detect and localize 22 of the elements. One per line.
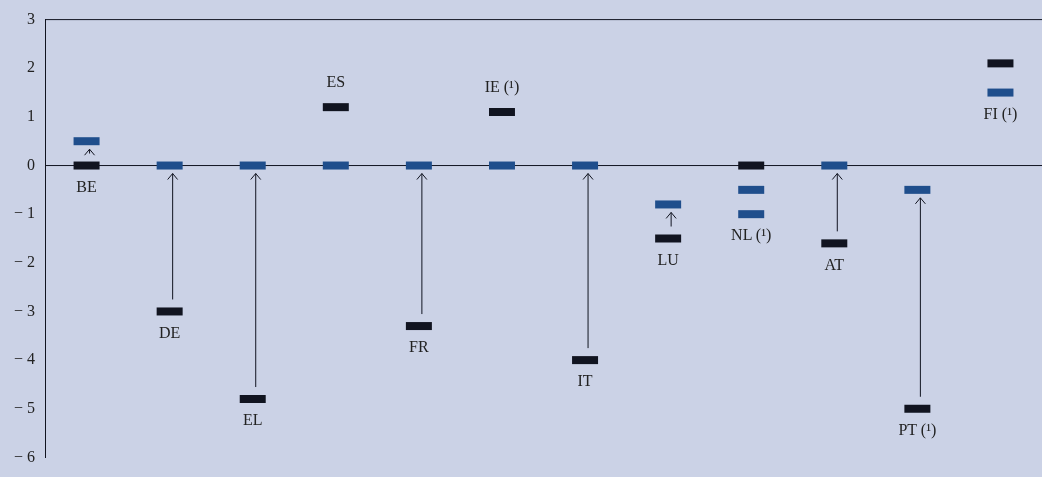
y-tick-label: 1 <box>27 107 36 125</box>
y-tick-label: 0 <box>27 155 36 173</box>
x-tick-label: IT <box>577 372 593 390</box>
y-tick-label: − 2 <box>13 253 36 271</box>
y-tick-label: − 3 <box>13 301 36 319</box>
x-tick-label: BE <box>76 177 97 195</box>
x-tick-label: PT (¹) <box>898 420 937 439</box>
y-tick-label: 3 <box>27 9 36 27</box>
x-tick-label: FI (¹) <box>983 104 1018 123</box>
x-tick-label: EL <box>242 411 263 429</box>
y-tick-label: − 5 <box>13 398 36 416</box>
x-tick-label: DE <box>158 323 181 341</box>
y-tick-label: 2 <box>27 58 36 76</box>
x-tick-label: ES <box>326 73 346 91</box>
x-tick-label: IE (¹) <box>484 78 520 97</box>
x-tick-label: AT <box>824 255 845 273</box>
y-tick-label: − 6 <box>13 447 36 465</box>
x-tick-label: LU <box>657 250 680 268</box>
x-tick-label: FR <box>409 338 429 356</box>
x-tick-label: NL (¹) <box>731 226 772 245</box>
y-tick-label: − 4 <box>13 350 36 368</box>
y-tick-label: − 1 <box>13 204 36 222</box>
